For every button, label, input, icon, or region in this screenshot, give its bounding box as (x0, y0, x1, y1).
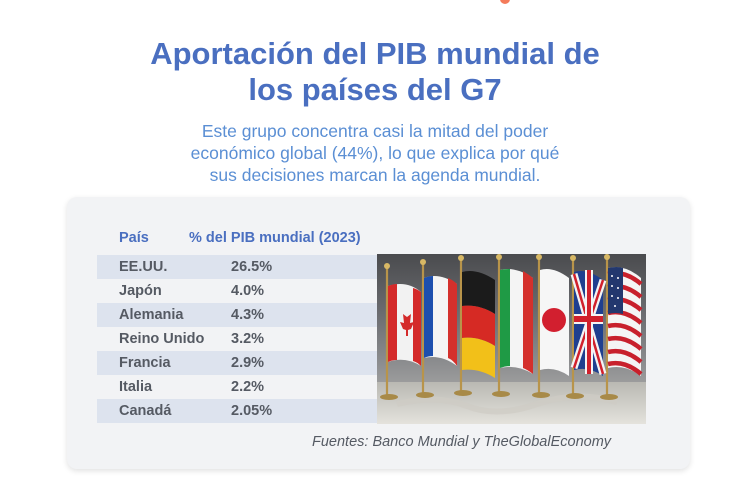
page-title: Aportación del PIB mundial de los países… (0, 36, 750, 108)
table-row: Francia 2.9% (97, 351, 381, 375)
subtitle: Este grupo concentra casi la mitad del p… (0, 120, 750, 186)
subtitle-line-3: sus decisiones marcan la agenda mundial. (209, 165, 541, 185)
table-row: EE.UU. 26.5% (97, 255, 381, 279)
table-row: Japón 4.0% (97, 279, 381, 303)
source-note: Fuentes: Banco Mundial y TheGlobalEconom… (312, 434, 612, 450)
table-row: Canadá 2.05% (97, 399, 381, 423)
table-row: Reino Unido 3.2% (97, 327, 381, 351)
column-header-gdp-share: % del PIB mundial (2023) (189, 230, 361, 246)
country-cell: Canadá (119, 403, 172, 419)
gdp-share-cell: 4.3% (231, 307, 265, 323)
gdp-share-cell: 26.5% (231, 259, 273, 275)
country-cell: Francia (119, 355, 171, 371)
country-cell: EE.UU. (119, 259, 168, 275)
country-cell: Japón (119, 283, 162, 299)
table-row: Italia 2.2% (97, 375, 381, 399)
subtitle-line-2: económico global (44%), lo que explica p… (190, 143, 560, 163)
table-row: Alemania 4.3% (97, 303, 381, 327)
gdp-share-cell: 3.2% (231, 331, 265, 347)
title-line-2: los países del G7 (248, 72, 502, 107)
gdp-share-cell: 2.2% (231, 379, 265, 395)
gdp-share-cell: 2.05% (231, 403, 273, 419)
subtitle-line-1: Este grupo concentra casi la mitad del p… (201, 121, 549, 141)
gdp-share-cell: 4.0% (231, 283, 265, 299)
title-line-1: Aportación del PIB mundial de (150, 36, 600, 71)
flags-illustration (377, 254, 646, 424)
country-cell: Alemania (119, 307, 184, 323)
country-cell: Reino Unido (119, 331, 205, 347)
gdp-share-cell: 2.9% (231, 355, 265, 371)
top-accent-mark (500, 0, 510, 4)
column-header-country: País (119, 230, 149, 246)
country-cell: Italia (119, 379, 153, 395)
g7-flags-photo (377, 254, 646, 424)
